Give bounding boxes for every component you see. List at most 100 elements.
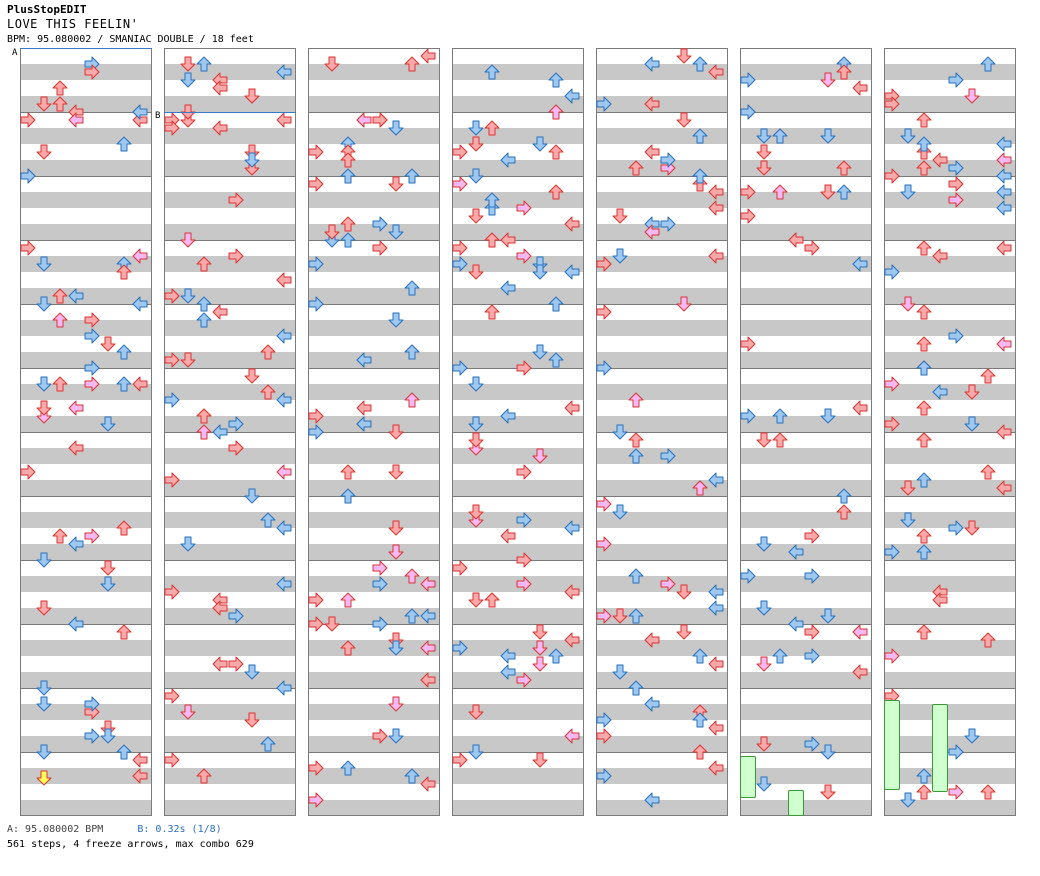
step-arrow — [244, 712, 260, 728]
step-arrow — [708, 184, 724, 200]
measure-line — [452, 304, 584, 305]
step-arrow — [420, 672, 436, 688]
step-arrow — [164, 352, 180, 368]
step-arrow — [500, 232, 516, 248]
step-arrow — [500, 280, 516, 296]
step-arrow — [740, 184, 756, 200]
step-arrow — [612, 608, 628, 624]
step-arrow — [388, 120, 404, 136]
step-arrow — [228, 192, 244, 208]
step-arrow — [180, 56, 196, 72]
step-arrow — [900, 296, 916, 312]
step-arrow — [500, 528, 516, 544]
step-arrow — [708, 472, 724, 488]
step-arrow — [596, 96, 612, 112]
step-arrow — [884, 416, 900, 432]
step-arrow — [852, 80, 868, 96]
step-arrow — [308, 424, 324, 440]
step-arrow — [372, 216, 388, 232]
step-arrow — [516, 512, 532, 528]
step-arrow — [468, 744, 484, 760]
step-arrow — [772, 408, 788, 424]
step-arrow — [212, 304, 228, 320]
step-arrow — [244, 368, 260, 384]
step-arrow — [20, 168, 36, 184]
step-arrow — [692, 712, 708, 728]
step-arrow — [308, 176, 324, 192]
step-arrow — [788, 616, 804, 632]
step-arrow — [916, 784, 932, 800]
step-arrow — [244, 152, 260, 168]
step-arrow — [516, 576, 532, 592]
measure-line — [452, 752, 584, 753]
step-arrow — [484, 592, 500, 608]
step-arrow — [532, 448, 548, 464]
step-arrow — [260, 344, 276, 360]
step-arrow — [980, 784, 996, 800]
step-arrow — [916, 304, 932, 320]
step-arrow — [884, 96, 900, 112]
step-arrow — [884, 648, 900, 664]
step-arrow — [996, 424, 1012, 440]
step-arrow — [532, 640, 548, 656]
measure-line — [20, 240, 152, 241]
step-arrow — [516, 248, 532, 264]
measure-line — [884, 432, 1016, 433]
step-arrow — [644, 632, 660, 648]
step-arrow — [324, 616, 340, 632]
measure-line — [20, 752, 152, 753]
step-arrow — [804, 568, 820, 584]
step-arrow — [52, 80, 68, 96]
step-arrow — [404, 168, 420, 184]
step-arrow — [548, 144, 564, 160]
step-arrow — [132, 248, 148, 264]
step-arrow — [532, 136, 548, 152]
step-arrow — [308, 256, 324, 272]
step-arrow — [836, 160, 852, 176]
step-arrow — [196, 296, 212, 312]
step-arrow — [388, 464, 404, 480]
step-arrow — [820, 744, 836, 760]
step-arrow — [884, 168, 900, 184]
step-arrow — [612, 248, 628, 264]
step-arrow — [596, 304, 612, 320]
step-arrow — [820, 72, 836, 88]
measure-line — [740, 560, 872, 561]
step-arrow — [36, 296, 52, 312]
measure-line — [20, 688, 152, 689]
step-arrow — [452, 176, 468, 192]
footer-tempo: A: 95.080002 BPM B: 0.32s (1/8) — [7, 824, 222, 835]
step-arrow — [884, 376, 900, 392]
step-arrow — [388, 312, 404, 328]
step-arrow — [100, 728, 116, 744]
step-arrow — [100, 576, 116, 592]
step-arrow — [132, 376, 148, 392]
step-arrow — [276, 64, 292, 80]
step-arrow — [548, 352, 564, 368]
step-arrow — [468, 376, 484, 392]
step-arrow — [756, 600, 772, 616]
freeze-arrow — [884, 700, 900, 790]
step-arrow — [132, 296, 148, 312]
step-arrow — [340, 488, 356, 504]
measure-line — [596, 240, 728, 241]
step-arrow — [196, 256, 212, 272]
step-arrow — [708, 64, 724, 80]
footer-stats: 561 steps, 4 freeze arrows, max combo 62… — [7, 839, 254, 850]
step-arrow — [948, 520, 964, 536]
step-arrow — [916, 160, 932, 176]
step-arrow — [916, 472, 932, 488]
step-arrow — [276, 520, 292, 536]
step-arrow — [676, 296, 692, 312]
step-arrow — [916, 624, 932, 640]
step-arrow — [996, 152, 1012, 168]
measure-line — [596, 432, 728, 433]
step-arrow — [932, 248, 948, 264]
measure-line — [452, 176, 584, 177]
step-arrow — [612, 208, 628, 224]
step-arrow — [628, 608, 644, 624]
measure-line — [596, 560, 728, 561]
step-arrow — [692, 128, 708, 144]
measure-line — [596, 496, 728, 497]
step-arrow — [404, 344, 420, 360]
